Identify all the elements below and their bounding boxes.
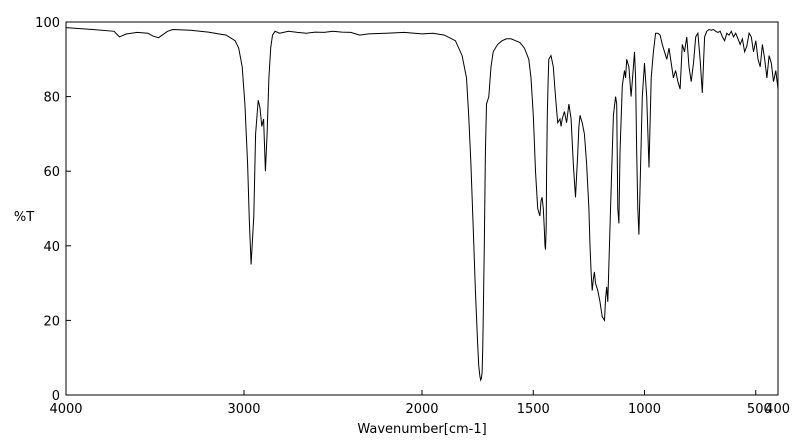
y-tick-label: 100 bbox=[35, 16, 60, 31]
y-axis: 0 20 40 60 80 100 bbox=[35, 16, 71, 404]
y-axis-title: %T bbox=[14, 210, 34, 225]
plot-frame bbox=[65, 21, 779, 396]
x-tick-label: 4000 bbox=[49, 402, 82, 417]
x-tick-label: 3000 bbox=[227, 402, 260, 417]
y-tick-label: 60 bbox=[43, 165, 60, 180]
spectrum-series-line bbox=[65, 27, 779, 382]
y-tick-label: 40 bbox=[43, 240, 60, 255]
x-tick-label: 1500 bbox=[517, 402, 550, 417]
x-tick-label: 500 bbox=[747, 402, 772, 417]
x-tick-label: 400 bbox=[765, 402, 790, 417]
x-tick-label: 2000 bbox=[405, 402, 438, 417]
y-tick-label: 20 bbox=[43, 314, 60, 329]
x-axis-title: Wavenumber[cm-1] bbox=[357, 422, 486, 437]
plot-area bbox=[65, 21, 779, 396]
x-tick-label: 1000 bbox=[628, 402, 661, 417]
y-tick-label: 80 bbox=[43, 91, 60, 106]
y-tick-label: 0 bbox=[52, 389, 60, 404]
